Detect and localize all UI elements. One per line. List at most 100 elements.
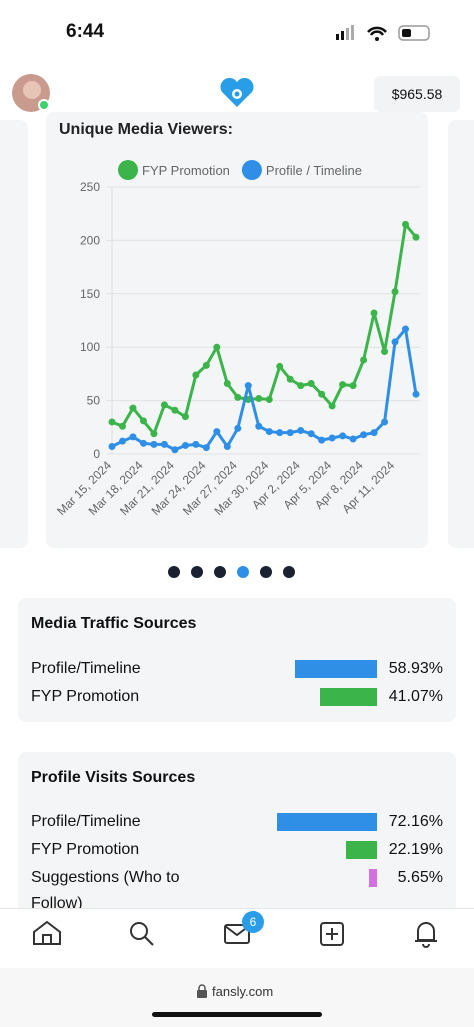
lock-icon bbox=[197, 984, 207, 998]
data-point bbox=[118, 422, 126, 430]
legend-swatch bbox=[241, 160, 262, 180]
legend-swatch bbox=[118, 160, 138, 180]
legend-label: FYP Promotion bbox=[142, 163, 230, 178]
y-tick-label: 100 bbox=[80, 340, 100, 354]
status-icons bbox=[336, 25, 430, 41]
data-point bbox=[265, 396, 273, 404]
data-point bbox=[339, 432, 347, 440]
y-tick-label: 150 bbox=[80, 287, 100, 301]
data-point bbox=[318, 436, 326, 444]
data-point bbox=[307, 430, 315, 438]
data-point bbox=[318, 390, 326, 398]
data-point bbox=[171, 406, 179, 414]
data-point bbox=[244, 382, 252, 390]
y-tick-label: 250 bbox=[80, 180, 100, 194]
row-value: 22.19% bbox=[388, 841, 443, 858]
y-tick-label: 200 bbox=[80, 233, 100, 247]
bottom-nav bbox=[0, 908, 474, 969]
data-point bbox=[391, 288, 399, 296]
data-point bbox=[202, 444, 210, 452]
data-point bbox=[328, 402, 336, 410]
data-point bbox=[286, 429, 294, 437]
data-point bbox=[108, 418, 116, 426]
data-point bbox=[129, 404, 137, 412]
chart: Unique Media Viewers: FYP Promotion Profi… bbox=[46, 112, 428, 548]
data-point bbox=[360, 356, 368, 364]
url[interactable]: fansly.com bbox=[212, 984, 274, 999]
data-point bbox=[265, 428, 273, 436]
data-point bbox=[349, 435, 357, 443]
data-point bbox=[139, 439, 147, 447]
data-point bbox=[223, 443, 231, 451]
row-label: FYP Promotion bbox=[31, 688, 140, 705]
data-point bbox=[213, 428, 221, 436]
home-icon[interactable] bbox=[33, 920, 61, 945]
data-point bbox=[328, 434, 336, 442]
data-point bbox=[202, 361, 210, 369]
row-bar bbox=[295, 660, 377, 678]
media-traffic-card: Media Traffic Sources Profile/Timeline 58.… bbox=[18, 598, 456, 722]
data-point bbox=[213, 343, 221, 351]
data-point bbox=[255, 394, 263, 402]
data-point bbox=[160, 401, 168, 409]
legend-label: Profile / Timeline bbox=[266, 163, 362, 178]
data-point bbox=[276, 362, 284, 370]
data-point bbox=[307, 380, 315, 388]
data-point bbox=[370, 429, 378, 437]
data-point bbox=[370, 309, 378, 317]
prev-card[interactable] bbox=[0, 120, 28, 548]
data-point bbox=[192, 371, 200, 379]
home-indicator bbox=[152, 1012, 322, 1017]
data-point bbox=[160, 440, 168, 448]
y-tick-label: 50 bbox=[87, 394, 101, 408]
nav-badge: 6 bbox=[250, 915, 257, 929]
data-point bbox=[181, 441, 189, 449]
row-label: Profile/Timeline bbox=[31, 813, 141, 830]
data-point bbox=[381, 347, 389, 355]
data-point bbox=[412, 233, 420, 241]
data-point bbox=[129, 433, 137, 441]
section-title: Profile Visits Sources bbox=[31, 769, 196, 786]
data-point bbox=[391, 338, 399, 346]
browser-bar bbox=[0, 968, 474, 1027]
data-point bbox=[339, 381, 347, 389]
logo[interactable] bbox=[219, 77, 255, 109]
search-icon[interactable] bbox=[130, 922, 148, 940]
data-point bbox=[192, 440, 200, 448]
data-point bbox=[297, 382, 305, 390]
row-bar bbox=[319, 688, 377, 706]
nav-icons: 6 bbox=[33, 911, 437, 948]
avatar[interactable] bbox=[10, 72, 54, 116]
section-title: Media Traffic Sources bbox=[31, 615, 197, 632]
row-label: Profile/Timeline bbox=[31, 660, 141, 677]
series-line bbox=[111, 220, 418, 437]
row-bar bbox=[369, 869, 377, 887]
row-label: Suggestions (Who to Follow) bbox=[31, 869, 180, 912]
carousel-dots bbox=[168, 566, 295, 578]
row-bar bbox=[276, 813, 377, 831]
data-point bbox=[108, 443, 116, 451]
row-value: 5.65% bbox=[397, 869, 443, 886]
row-value: 72.16% bbox=[388, 813, 443, 830]
row-value: 41.07% bbox=[388, 688, 443, 705]
next-card[interactable] bbox=[448, 120, 474, 548]
data-point bbox=[297, 427, 305, 435]
data-point bbox=[234, 424, 242, 432]
data-point bbox=[402, 325, 410, 333]
data-point bbox=[223, 380, 231, 388]
messages-icon[interactable] bbox=[224, 924, 250, 944]
y-tick-label: 0 bbox=[93, 447, 100, 461]
data-point bbox=[171, 446, 179, 454]
row-label: FYP Promotion bbox=[31, 841, 140, 858]
notifications-icon[interactable] bbox=[415, 922, 437, 948]
data-point bbox=[150, 440, 158, 448]
data-point bbox=[402, 220, 410, 228]
data-point bbox=[276, 429, 284, 437]
create-icon[interactable] bbox=[320, 922, 344, 946]
status-time: 6:44 bbox=[66, 21, 105, 42]
data-point bbox=[150, 430, 158, 438]
data-point bbox=[181, 413, 189, 421]
balance[interactable]: $965.58 bbox=[374, 76, 460, 112]
data-point bbox=[118, 437, 126, 445]
